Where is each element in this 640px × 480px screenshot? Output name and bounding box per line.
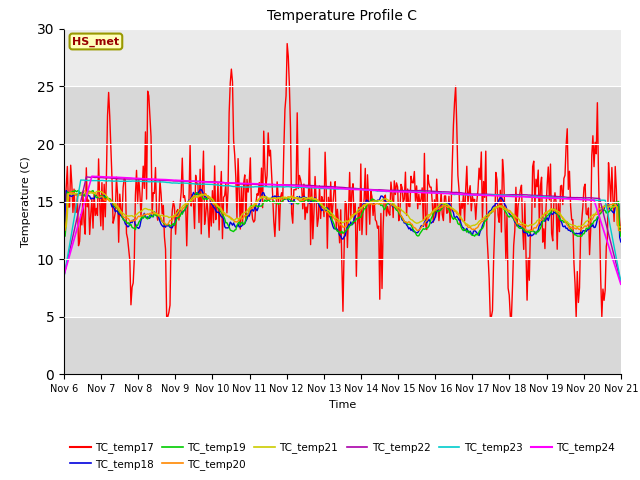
TC_temp23: [60, 274, 68, 280]
TC_temp24: [60, 272, 68, 278]
TC_temp21: [393, 204, 401, 210]
TC_temp18: [518, 225, 525, 231]
TC_temp18: [393, 205, 401, 211]
Bar: [64, 29, 621, 86]
TC_temp17: [606, 179, 614, 184]
TC_temp23: [605, 215, 612, 221]
TC_temp20: [362, 201, 370, 206]
TC_temp20: [329, 214, 337, 219]
TC_temp20: [617, 228, 625, 233]
TC_temp24: [518, 194, 525, 200]
Line: TC_temp18: TC_temp18: [64, 190, 621, 242]
TC_temp22: [617, 279, 625, 285]
TC_temp20: [605, 202, 612, 208]
TC_temp19: [75, 188, 83, 193]
TC_temp24: [393, 189, 401, 194]
TC_temp22: [362, 186, 370, 192]
TC_temp17: [327, 179, 335, 185]
TC_temp24: [605, 243, 612, 249]
TC_temp24: [329, 185, 337, 191]
TC_temp19: [393, 207, 401, 213]
Bar: [64, 144, 621, 202]
Line: TC_temp19: TC_temp19: [64, 191, 621, 236]
TC_temp20: [326, 212, 333, 218]
Bar: [64, 317, 621, 374]
Bar: [64, 259, 621, 317]
Y-axis label: Temperature (C): Temperature (C): [21, 156, 31, 247]
TC_temp24: [326, 185, 333, 191]
TC_temp19: [617, 233, 625, 239]
Bar: [64, 86, 621, 144]
TC_temp17: [394, 184, 401, 190]
TC_temp19: [60, 233, 68, 239]
X-axis label: Time: Time: [329, 400, 356, 409]
Line: TC_temp23: TC_temp23: [64, 180, 621, 281]
TC_temp22: [329, 184, 337, 190]
Line: TC_temp20: TC_temp20: [64, 191, 621, 230]
TC_temp19: [326, 210, 333, 216]
Line: TC_temp17: TC_temp17: [64, 44, 621, 317]
TC_temp21: [617, 224, 625, 230]
TC_temp23: [393, 189, 401, 194]
TC_temp17: [364, 172, 371, 178]
TC_temp20: [393, 205, 401, 211]
TC_temp22: [605, 231, 612, 237]
TC_temp21: [362, 202, 370, 207]
TC_temp24: [617, 281, 625, 287]
TC_temp22: [518, 192, 525, 198]
Line: TC_temp21: TC_temp21: [64, 191, 621, 227]
TC_temp18: [362, 197, 370, 203]
TC_temp17: [519, 225, 527, 230]
TC_temp23: [77, 177, 84, 183]
Line: TC_temp24: TC_temp24: [64, 176, 621, 284]
TC_temp19: [329, 219, 337, 225]
TC_temp19: [362, 204, 370, 210]
TC_temp17: [284, 41, 291, 47]
Title: Temperature Profile C: Temperature Profile C: [268, 10, 417, 24]
TC_temp22: [326, 184, 333, 190]
TC_temp22: [83, 174, 90, 180]
TC_temp18: [60, 239, 68, 245]
TC_temp21: [605, 204, 612, 210]
TC_temp21: [95, 188, 102, 194]
TC_temp21: [326, 208, 333, 214]
TC_temp23: [329, 186, 337, 192]
TC_temp20: [518, 222, 525, 228]
TC_temp18: [326, 212, 333, 217]
TC_temp18: [329, 224, 337, 229]
TC_temp22: [393, 187, 401, 193]
Text: HS_met: HS_met: [72, 36, 120, 47]
TC_temp17: [330, 187, 338, 193]
TC_temp17: [60, 187, 68, 193]
TC_temp24: [88, 173, 96, 179]
TC_temp24: [362, 187, 370, 192]
TC_temp21: [518, 220, 525, 226]
TC_temp17: [617, 230, 625, 236]
TC_temp22: [60, 273, 68, 278]
TC_temp23: [326, 186, 333, 192]
Line: TC_temp22: TC_temp22: [64, 177, 621, 282]
Bar: [64, 202, 621, 259]
TC_temp20: [80, 188, 88, 194]
TC_temp18: [617, 239, 625, 245]
TC_temp18: [197, 187, 205, 192]
TC_temp17: [163, 314, 170, 320]
TC_temp21: [329, 212, 337, 217]
TC_temp19: [518, 225, 525, 231]
TC_temp20: [60, 228, 68, 233]
TC_temp23: [617, 278, 625, 284]
TC_temp18: [605, 201, 612, 206]
TC_temp23: [362, 187, 370, 193]
TC_temp21: [60, 224, 68, 230]
TC_temp23: [518, 193, 525, 199]
TC_temp19: [605, 209, 612, 215]
Legend: TC_temp17, TC_temp18, TC_temp19, TC_temp20, TC_temp21, TC_temp22, TC_temp23, TC_: TC_temp17, TC_temp18, TC_temp19, TC_temp…: [66, 438, 619, 474]
